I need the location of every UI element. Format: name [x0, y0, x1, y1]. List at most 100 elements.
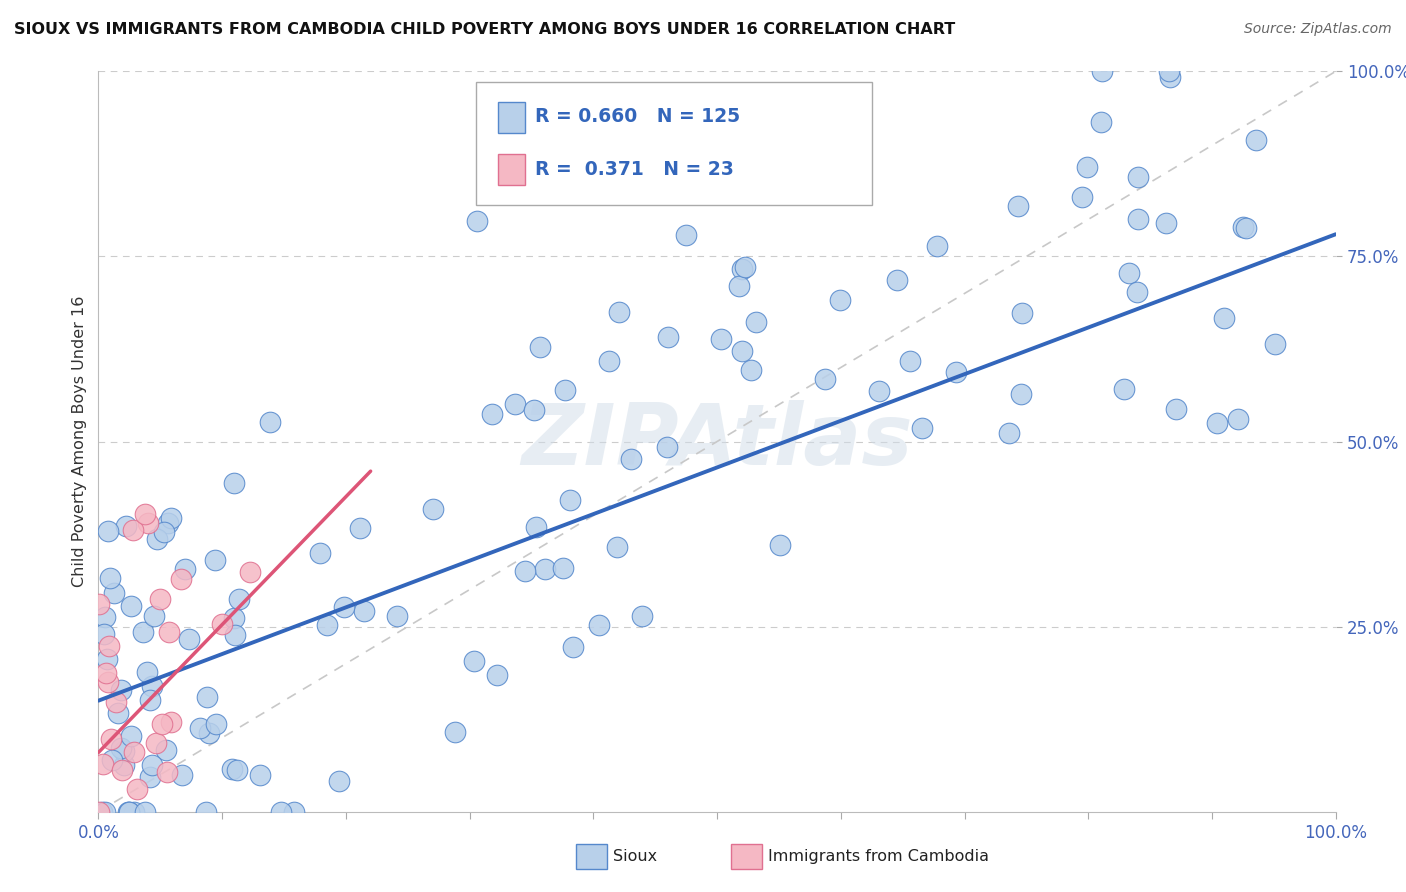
Point	[89, 598, 111, 612]
Bar	[498, 102, 526, 133]
Point	[142, 609, 165, 624]
Point	[828, 293, 851, 307]
Text: SIOUX VS IMMIGRANTS FROM CAMBODIA CHILD POVERTY AMONG BOYS UNDER 16 CORRELATION : SIOUX VS IMMIGRANTS FROM CAMBODIA CHILD …	[14, 22, 955, 37]
Point	[115, 519, 138, 533]
Point	[465, 214, 488, 228]
Point	[463, 654, 485, 668]
Point	[141, 679, 163, 693]
Point	[1011, 305, 1033, 319]
Point	[1118, 267, 1140, 281]
Point	[886, 273, 908, 287]
Point	[112, 743, 135, 757]
Point	[226, 763, 249, 777]
Point	[443, 725, 465, 739]
Point	[188, 721, 211, 735]
Point	[100, 731, 122, 746]
Point	[1076, 160, 1098, 174]
Point	[353, 604, 375, 618]
Point	[945, 365, 967, 379]
Point	[141, 758, 163, 772]
Point	[1157, 64, 1180, 78]
Point	[132, 625, 155, 640]
Point	[134, 805, 156, 819]
Point	[90, 805, 112, 819]
Point	[315, 618, 337, 632]
Point	[481, 407, 503, 421]
Text: Source: ZipAtlas.com: Source: ZipAtlas.com	[1244, 22, 1392, 37]
Point	[868, 384, 890, 399]
Point	[160, 714, 183, 729]
Point	[94, 665, 117, 680]
Point	[97, 674, 120, 689]
Point	[1010, 387, 1032, 401]
Point	[91, 756, 114, 771]
Point	[551, 561, 574, 575]
Point	[1159, 70, 1181, 85]
Point	[523, 403, 546, 417]
Point	[121, 523, 143, 537]
Point	[194, 805, 217, 819]
Point	[745, 315, 768, 329]
Point	[107, 706, 129, 721]
Point	[588, 617, 610, 632]
Point	[249, 768, 271, 782]
Point	[197, 690, 219, 705]
Point	[177, 632, 200, 646]
Point	[1154, 215, 1177, 229]
Point	[731, 262, 754, 277]
Point	[173, 562, 195, 576]
Point	[1213, 311, 1236, 326]
Point	[221, 762, 243, 776]
Point	[534, 562, 557, 576]
Point	[524, 520, 547, 534]
Text: ZIPAtlas: ZIPAtlas	[522, 400, 912, 483]
Point	[136, 516, 159, 530]
Point	[98, 640, 121, 654]
Bar	[498, 153, 526, 185]
Point	[134, 507, 156, 521]
Point	[422, 501, 444, 516]
Point	[270, 805, 292, 819]
Point	[110, 740, 132, 755]
Point	[925, 238, 948, 252]
Point	[1232, 219, 1254, 234]
Point	[155, 743, 177, 757]
Point	[198, 726, 221, 740]
Point	[740, 363, 762, 377]
Point	[117, 805, 139, 819]
Point	[239, 565, 262, 579]
Point	[97, 524, 120, 539]
Point	[385, 609, 408, 624]
Point	[529, 340, 551, 354]
Point	[1128, 169, 1150, 184]
Point	[101, 753, 124, 767]
Point	[224, 628, 246, 642]
Point	[96, 651, 118, 665]
Point	[103, 586, 125, 600]
Point	[211, 617, 233, 632]
Point	[503, 397, 526, 411]
Point	[222, 611, 245, 625]
Point	[138, 770, 160, 784]
Point	[205, 717, 228, 731]
Text: R = 0.660   N = 125: R = 0.660 N = 125	[536, 107, 741, 126]
Point	[283, 805, 305, 819]
Point	[94, 805, 117, 819]
Point	[675, 227, 697, 242]
Point	[121, 599, 143, 614]
Point	[157, 516, 180, 530]
Point	[104, 696, 127, 710]
Text: R =  0.371   N = 23: R = 0.371 N = 23	[536, 160, 734, 178]
Point	[620, 452, 643, 467]
Point	[734, 260, 756, 274]
Point	[728, 278, 751, 293]
Point	[328, 774, 350, 789]
Point	[149, 591, 172, 606]
Point	[558, 493, 581, 508]
Point	[1126, 211, 1149, 226]
Y-axis label: Child Poverty Among Boys Under 16: Child Poverty Among Boys Under 16	[72, 296, 87, 587]
Point	[769, 538, 792, 552]
Point	[332, 599, 354, 614]
Point	[122, 805, 145, 819]
Point	[94, 609, 117, 624]
